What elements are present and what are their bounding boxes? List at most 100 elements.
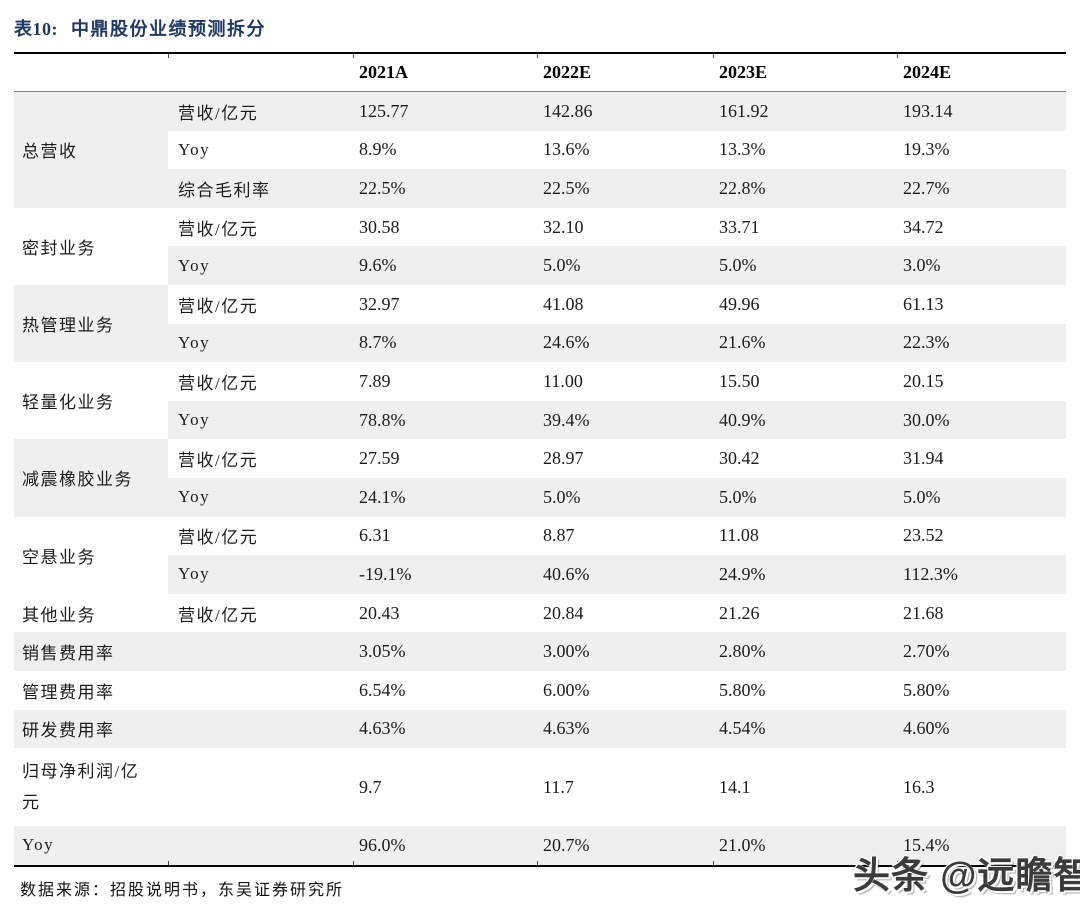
value-cell: 24.9% [719, 563, 766, 584]
value-cell: 2.70% [903, 641, 950, 662]
metric-cell: 营收/亿元 [178, 373, 259, 393]
value-cell: 39.4% [543, 409, 590, 430]
value-cell: 20.84 [543, 602, 584, 623]
value-cell: 8.9% [359, 139, 397, 160]
value-cell: 5.80% [903, 679, 950, 700]
metric-cell: Yoy [178, 139, 211, 159]
column-header-2023E: 2023E [713, 54, 897, 92]
metric-cell: Yoy [178, 564, 211, 584]
table-row: 销售费用率 3.05% 3.00% 2.80% 2.70% [14, 632, 1066, 671]
value-cell: 5.80% [719, 679, 766, 700]
value-cell: 11.7 [543, 776, 574, 797]
value-cell: 27.59 [359, 448, 400, 469]
value-cell: 21.26 [719, 602, 760, 623]
value-cell: 22.5% [543, 177, 590, 198]
value-cell: 34.72 [903, 216, 944, 237]
value-cell: 61.13 [903, 293, 944, 314]
metric-cell: 营收/亿元 [178, 605, 259, 625]
value-cell: 30.42 [719, 448, 760, 469]
value-cell: 11.08 [719, 525, 759, 546]
value-cell: 22.8% [719, 177, 766, 198]
value-cell: 32.97 [359, 293, 400, 314]
metric-cell: 综合毛利率 [178, 180, 271, 200]
row-label-cell: 归母净利润/亿元 [22, 761, 140, 813]
column-header-2024E: 2024E [897, 54, 1066, 92]
value-cell: 6.31 [359, 525, 391, 546]
value-cell: 19.3% [903, 139, 950, 160]
group-cell: 热管理业务 [14, 284, 168, 363]
value-cell: 3.00% [543, 641, 590, 662]
value-cell: 2.80% [719, 641, 766, 662]
value-cell: 21.68 [903, 602, 944, 623]
column-boundary-tick [353, 860, 354, 865]
value-cell: 21.6% [719, 332, 766, 353]
table-row: 减震橡胶业务 营收/亿元 27.59 28.97 30.42 31.94 [14, 439, 1066, 517]
value-cell: 9.6% [359, 255, 397, 276]
metric-cell: 营收/亿元 [178, 219, 259, 239]
value-cell: 15.4% [903, 834, 950, 855]
value-cell: 4.63% [543, 718, 590, 739]
value-cell: 15.50 [719, 370, 760, 391]
table-row: 热管理业务 营收/亿元 32.97 41.08 49.96 61.13 [14, 284, 1066, 363]
value-cell: 4.60% [903, 718, 950, 739]
column-boundary-tick [168, 860, 169, 865]
empty-cell [168, 671, 353, 710]
empty-cell [168, 710, 353, 749]
group-cell: 空悬业务 [14, 516, 168, 594]
value-cell: 5.0% [543, 486, 581, 507]
row-label-cell: 销售费用率 [22, 644, 115, 664]
value-cell: 5.0% [719, 486, 757, 507]
value-cell: 4.63% [359, 718, 406, 739]
table-row: 其他业务 营收/亿元 20.43 20.84 21.26 21.68 [14, 594, 1066, 633]
metric-cell: Yoy [178, 410, 211, 430]
value-cell: 20.7% [543, 834, 590, 855]
table-row: 归母净利润/亿元 9.7 11.7 14.1 16.3 [14, 748, 1066, 826]
metric-cell: Yoy [178, 255, 211, 275]
table-row: Yoy 8.9% 13.6% 13.3% 19.3% [14, 131, 1066, 170]
value-cell: 6.00% [543, 679, 590, 700]
value-cell: 20.15 [903, 370, 944, 391]
table-title-text: 中鼎股份业绩预测拆分 [71, 19, 266, 39]
value-cell: 30.0% [903, 409, 950, 430]
column-boundary-tick [168, 54, 169, 58]
column-boundary-tick [537, 860, 538, 865]
empty-cell [168, 826, 353, 865]
metric-cell: Yoy [178, 487, 211, 507]
value-cell: 3.05% [359, 641, 406, 662]
column-boundary-tick [897, 54, 898, 58]
value-cell: 40.6% [543, 563, 590, 584]
table-row: Yoy -19.1% 40.6% 24.9% 112.3% [14, 555, 1066, 594]
empty-cell [168, 632, 353, 671]
value-cell: 21.0% [719, 834, 766, 855]
value-cell: 22.5% [359, 177, 406, 198]
value-cell: 78.8% [359, 409, 406, 430]
value-cell: 112.3% [903, 563, 958, 584]
page-title: 表10: 中鼎股份业绩预测拆分 [14, 15, 266, 41]
value-cell: 24.1% [359, 486, 406, 507]
forecast-table: 2021A 2022E 2023E 2024E 总营收 营收/亿元 125.77… [14, 54, 1066, 865]
value-cell: 20.43 [359, 602, 400, 623]
value-cell: 4.54% [719, 718, 766, 739]
column-boundary-tick [713, 860, 714, 865]
column-boundary-tick [713, 54, 714, 58]
column-boundary-tick [537, 54, 538, 58]
value-cell: 142.86 [543, 100, 593, 121]
row-label-cell: 研发费用率 [22, 721, 115, 741]
table-row: 管理费用率 6.54% 6.00% 5.80% 5.80% [14, 671, 1066, 710]
value-cell: 5.0% [543, 255, 581, 276]
table-row: 轻量化业务 营收/亿元 7.89 11.00 15.50 20.15 [14, 362, 1066, 440]
value-cell: 40.9% [719, 409, 766, 430]
column-boundary-tick [353, 54, 354, 58]
value-cell: 96.0% [359, 834, 406, 855]
value-cell: 9.7 [359, 776, 382, 797]
value-cell: 11.00 [543, 370, 583, 391]
source-note: 数据来源：招股说明书，东吴证券研究所 [20, 882, 345, 899]
value-cell: 16.3 [903, 776, 935, 797]
value-cell: 8.87 [543, 525, 575, 546]
table-row: 综合毛利率 22.5% 22.5% 22.8% 22.7% [14, 169, 1066, 208]
value-cell: 22.7% [903, 177, 950, 198]
value-cell: 5.0% [903, 486, 941, 507]
metric-cell: 营收/亿元 [178, 103, 259, 123]
table-row: 空悬业务 营收/亿元 6.31 8.87 11.08 23.52 [14, 516, 1066, 594]
